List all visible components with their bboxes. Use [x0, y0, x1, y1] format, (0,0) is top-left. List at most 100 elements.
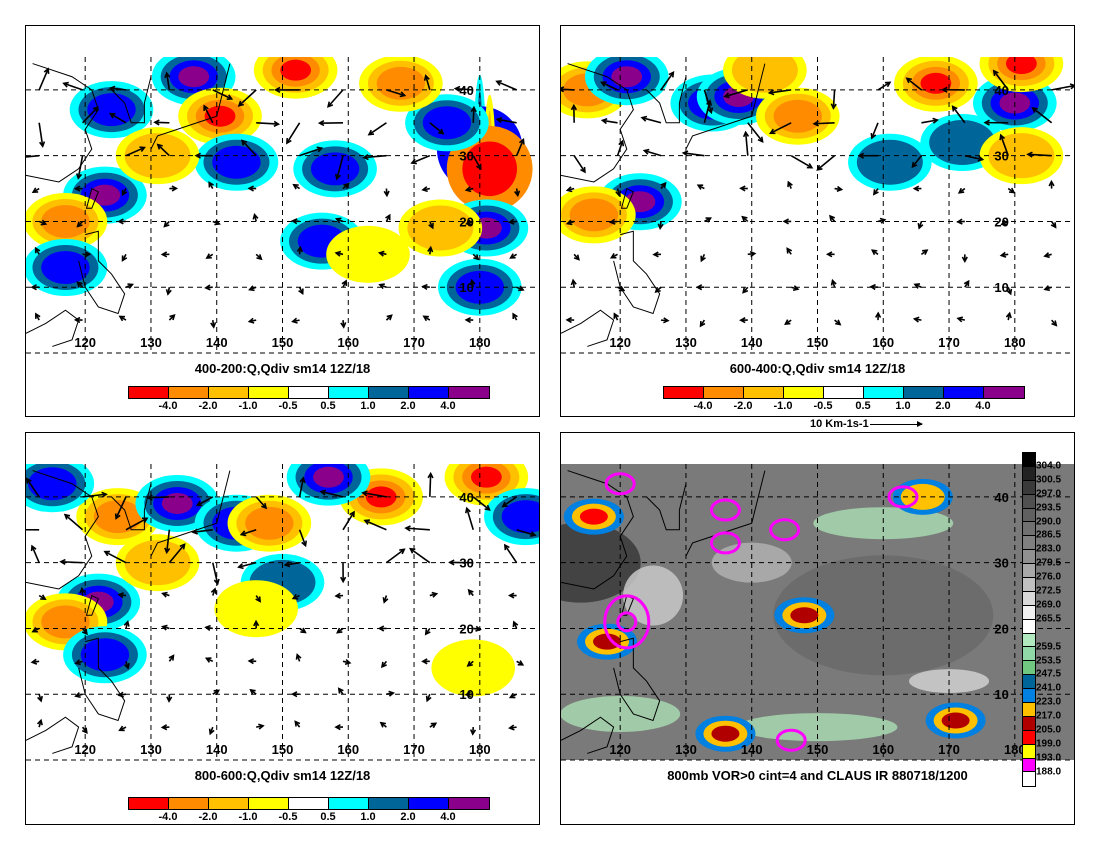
- vector-arrowhead: [334, 217, 342, 224]
- qdiv-contour: [1005, 57, 1037, 75]
- ir-colorbar-cell: [1023, 591, 1035, 606]
- wind-vector: [817, 155, 836, 171]
- wind-vector: [921, 119, 938, 124]
- vector-arrowhead: [76, 281, 83, 288]
- ir-colorbar-label: 188.0: [1036, 766, 1062, 778]
- wind-vector: [64, 514, 84, 531]
- wind-vector: [906, 77, 922, 91]
- wind-vector: [472, 496, 491, 511]
- vector-arrowhead: [214, 219, 221, 226]
- qdiv-contour: [89, 184, 121, 206]
- vector-arrowhead: [464, 186, 472, 193]
- vector-arrowhead: [291, 593, 299, 600]
- wind-vector: [82, 493, 107, 498]
- vector-arrowhead: [580, 166, 586, 174]
- ir-cloud-region: [623, 565, 684, 626]
- wind-vector: [790, 154, 813, 169]
- vector-arrowhead: [1048, 179, 1055, 187]
- vector-arrowhead: [76, 221, 83, 228]
- x-tick-label: 120: [609, 335, 631, 350]
- vector-arrowhead: [495, 116, 503, 124]
- ir-colorbar-cell: [1023, 494, 1035, 509]
- vector-arrowhead: [430, 722, 438, 729]
- vector-arrowhead: [565, 316, 572, 324]
- coastline: [111, 483, 152, 531]
- x-tick-label: 150: [272, 742, 294, 757]
- vector-arrowhead: [512, 620, 519, 628]
- vector-arrowhead: [469, 729, 477, 736]
- vector-arrowhead: [570, 278, 577, 286]
- vector-arrowhead: [806, 163, 814, 169]
- vector-arrowhead: [681, 150, 689, 157]
- coastline: [561, 470, 634, 590]
- cold-cloud-top: [790, 607, 819, 624]
- qdiv-contour: [431, 639, 516, 697]
- y-tick-label: 10: [459, 280, 473, 295]
- x-tick-label: 170: [403, 742, 425, 757]
- vector-arrowhead: [166, 696, 173, 703]
- vector-arrowhead: [565, 219, 573, 226]
- vector-arrowhead: [642, 148, 650, 155]
- ir-colorbar-cell: [1023, 619, 1035, 634]
- vector-arrowhead: [117, 691, 125, 698]
- x-tick-label: 140: [206, 335, 228, 350]
- vector-arrowhead: [121, 255, 128, 262]
- vector-arrowhead: [508, 692, 516, 699]
- colorbar-cell: [409, 387, 449, 398]
- map-800-600: 120 130 140 150 160 170 180 10 20 30 40: [26, 464, 539, 761]
- vector-arrowhead: [872, 189, 879, 196]
- colorbar-label: 2.0: [400, 811, 416, 823]
- vector-arrowhead: [34, 246, 41, 254]
- vector-arrowhead: [749, 250, 757, 258]
- wind-vector: [256, 121, 279, 125]
- vector-arrowhead: [428, 222, 434, 230]
- vector-arrowhead: [73, 316, 81, 324]
- vector-arrowhead: [618, 285, 626, 292]
- vector-arrowhead: [253, 619, 260, 627]
- ir-colorbar-label: 205.0: [1036, 724, 1062, 736]
- vector-arrowhead: [341, 279, 348, 286]
- y-tick-label: 10: [459, 687, 473, 702]
- vector-arrowhead: [507, 592, 515, 599]
- cold-cloud-top: [593, 633, 622, 650]
- vector-arrowhead: [830, 278, 837, 286]
- vector-arrowhead: [465, 219, 472, 226]
- colorbar-labels: -4.0 -2.0 -1.0 -0.5 0.5 1.0 2.0 4.0: [128, 400, 490, 414]
- ir-colorbar-cell: [1023, 453, 1035, 467]
- vector-arrowhead: [654, 286, 661, 294]
- vector-arrowhead: [469, 278, 476, 286]
- vector-arrowhead: [379, 721, 387, 728]
- map-400-200: 120 130 140 150 160 170 180 10 20 30 40: [26, 57, 539, 354]
- vector-arrowhead: [707, 107, 714, 115]
- vector-arrowhead: [385, 213, 391, 221]
- vector-arrowhead: [208, 728, 215, 736]
- cold-cloud-top: [579, 508, 608, 525]
- vector-arrowhead: [273, 120, 281, 127]
- vector-arrowhead: [399, 91, 407, 98]
- ir-colorbar-label: 272.5: [1036, 585, 1062, 597]
- wind-vector: [747, 122, 764, 143]
- vector-arrowhead: [161, 624, 168, 631]
- wind-vector: [1000, 134, 1009, 156]
- y-tick-label: 40: [459, 83, 473, 98]
- vector-arrowhead: [204, 657, 212, 663]
- vector-arrowhead: [512, 312, 518, 320]
- ir-colorbar-label: 300.5: [1036, 474, 1062, 486]
- wind-vector: [429, 122, 444, 135]
- reference-vector: 10 Km-1s-1: [810, 418, 923, 430]
- vector-arrowhead: [956, 316, 964, 323]
- colorbar-cell: [704, 387, 744, 398]
- ir-colorbar-cell: [1023, 605, 1035, 620]
- wind-vector: [411, 154, 431, 164]
- vector-arrowhead: [425, 695, 432, 703]
- vector-arrowhead: [171, 185, 179, 192]
- coastline: [561, 716, 615, 754]
- colorbar-label: 2.0: [400, 400, 416, 412]
- wind-vector: [298, 477, 305, 498]
- vector-arrowhead: [249, 688, 256, 695]
- vector-arrowhead: [518, 138, 525, 145]
- colorbar-cell: [209, 387, 249, 398]
- ir-colorbar-label: 297.0: [1036, 488, 1062, 500]
- vector-arrowhead: [203, 104, 209, 111]
- colorbar-label: 1.0: [360, 400, 376, 412]
